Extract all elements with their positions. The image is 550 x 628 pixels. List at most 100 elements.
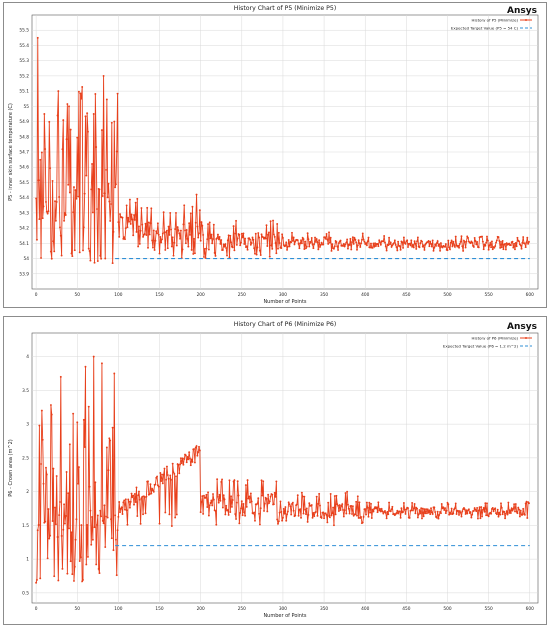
series-point bbox=[123, 499, 126, 502]
series-point bbox=[286, 248, 289, 251]
series-point bbox=[481, 240, 484, 243]
series-point bbox=[76, 136, 79, 139]
series-point bbox=[235, 219, 237, 222]
series-point bbox=[249, 238, 251, 241]
series-point bbox=[342, 508, 344, 511]
x-tick-label: 100 bbox=[114, 606, 122, 612]
series-point bbox=[104, 257, 107, 260]
series-point bbox=[430, 507, 432, 510]
series-point bbox=[353, 237, 356, 239]
series-point bbox=[479, 517, 482, 520]
series-point bbox=[357, 516, 360, 519]
y-axis-label: P5 - inner skin surface temperature (C) bbox=[8, 103, 14, 201]
series-point bbox=[398, 510, 401, 513]
series-point bbox=[426, 508, 429, 511]
series-point bbox=[129, 222, 132, 225]
series-point bbox=[208, 221, 211, 224]
series-point bbox=[168, 513, 171, 516]
series-point bbox=[145, 495, 148, 498]
series-point bbox=[63, 212, 66, 215]
series-point bbox=[431, 512, 434, 515]
legend-marker-history bbox=[525, 19, 527, 21]
series-point bbox=[261, 494, 264, 497]
series-point bbox=[182, 463, 185, 466]
series-point bbox=[356, 248, 358, 251]
series-point bbox=[233, 479, 236, 482]
series-point bbox=[472, 509, 475, 512]
x-tick-label: 400 bbox=[361, 606, 369, 612]
series-point bbox=[73, 565, 76, 568]
series-point bbox=[94, 93, 97, 95]
series-point bbox=[183, 204, 186, 207]
series-point bbox=[411, 243, 414, 246]
series-point bbox=[169, 474, 172, 477]
series-point bbox=[331, 512, 334, 515]
series-point bbox=[416, 507, 418, 510]
series-point bbox=[49, 167, 52, 170]
series-point bbox=[511, 509, 514, 512]
y-tick-label: 54.9 bbox=[19, 119, 29, 125]
series-point bbox=[207, 248, 210, 251]
series-point bbox=[397, 512, 400, 515]
series-point bbox=[434, 511, 437, 513]
series-point bbox=[150, 492, 153, 495]
series-point bbox=[277, 522, 279, 525]
series-point bbox=[330, 514, 333, 517]
series-point bbox=[85, 563, 88, 566]
series-point bbox=[351, 505, 354, 508]
series-point bbox=[161, 473, 163, 476]
series-point bbox=[512, 507, 515, 510]
series-point bbox=[483, 510, 486, 513]
x-tick-label: 500 bbox=[443, 606, 451, 612]
series-point bbox=[464, 513, 467, 515]
x-tick-label: 300 bbox=[279, 292, 287, 298]
series-point bbox=[523, 242, 526, 245]
series-point bbox=[230, 241, 233, 244]
series-point bbox=[254, 252, 256, 255]
series-point bbox=[498, 511, 501, 514]
series-point bbox=[369, 511, 372, 514]
series-point bbox=[518, 515, 521, 518]
series-point bbox=[310, 236, 313, 239]
series-point bbox=[448, 513, 451, 516]
series-point bbox=[450, 239, 453, 242]
series-point bbox=[323, 236, 326, 239]
series-point bbox=[67, 183, 70, 186]
series-point bbox=[231, 499, 234, 501]
series-point bbox=[68, 105, 70, 108]
series-point bbox=[390, 245, 393, 248]
series-point bbox=[103, 504, 106, 507]
series-point bbox=[452, 512, 455, 515]
y-tick-label: 55.2 bbox=[19, 73, 29, 79]
series-point bbox=[77, 90, 80, 93]
series-point bbox=[444, 512, 447, 515]
series-point bbox=[134, 501, 137, 504]
series-point bbox=[175, 513, 178, 516]
series-point bbox=[277, 231, 280, 234]
x-tick-label: 150 bbox=[155, 292, 163, 298]
series-point bbox=[332, 506, 335, 509]
y-tick-label: 3.5 bbox=[22, 388, 29, 394]
series-point bbox=[528, 502, 530, 505]
series-point bbox=[165, 465, 168, 468]
series-point bbox=[77, 195, 80, 198]
series-point bbox=[435, 516, 438, 519]
series-point bbox=[152, 489, 154, 492]
series-point bbox=[380, 507, 383, 510]
series-point bbox=[228, 479, 231, 482]
series-point bbox=[240, 241, 242, 244]
series-point bbox=[389, 510, 392, 513]
series-point bbox=[326, 238, 329, 241]
series-point bbox=[393, 239, 396, 242]
series-point bbox=[315, 495, 318, 498]
series-point bbox=[329, 236, 332, 239]
series-point bbox=[482, 248, 485, 251]
series-point bbox=[110, 537, 113, 540]
series-point bbox=[317, 502, 320, 505]
series-point bbox=[462, 249, 465, 252]
series-point bbox=[161, 232, 164, 235]
series-point bbox=[161, 238, 163, 241]
series-point bbox=[499, 246, 502, 249]
series-point bbox=[370, 242, 372, 245]
series-point bbox=[281, 233, 284, 236]
